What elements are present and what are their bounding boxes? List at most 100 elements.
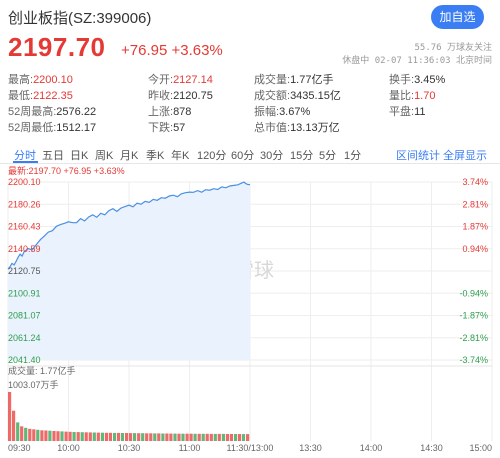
volume-bar <box>169 433 173 441</box>
stat-label: 52周最低: <box>8 122 57 134</box>
y-axis-label: 2180.26 <box>8 199 41 209</box>
add-watchlist-button[interactable]: 加自选 <box>431 5 484 29</box>
fullscreen-button[interactable]: 全屏显示 <box>443 150 487 162</box>
stat-value: 3.67% <box>279 106 311 118</box>
stat-item: 平盘:11 <box>389 103 425 119</box>
stat-label: 上涨: <box>148 106 174 118</box>
tab-9[interactable]: 30分 <box>260 150 284 162</box>
range-stats-button[interactable]: 区间统计 <box>396 150 440 162</box>
stat-value: 2120.75 <box>173 90 213 102</box>
volume-bar <box>141 433 145 441</box>
volume-bar <box>205 433 209 441</box>
volume-bar <box>8 392 12 441</box>
stat-label: 昨收: <box>148 90 174 102</box>
y-axis-pct-label: -3.74% <box>459 355 488 365</box>
volume-bar <box>12 410 16 441</box>
stat-item: 总市值:13.13万亿 <box>254 119 340 135</box>
volume-bar <box>229 434 233 441</box>
volume-bar <box>104 432 108 441</box>
stat-value: 1.70 <box>414 90 436 102</box>
tab-5[interactable]: 季K <box>146 150 165 162</box>
y-axis-pct-label: -1.87% <box>459 311 488 321</box>
tab-10[interactable]: 15分 <box>290 150 314 162</box>
volume-bar <box>161 433 165 441</box>
stat-label: 量比: <box>389 90 415 102</box>
stat-label: 总市值: <box>254 122 291 134</box>
tab-6[interactable]: 年K <box>171 150 190 162</box>
stat-item: 成交额:3435.15亿 <box>254 87 341 103</box>
stat-value: 13.13万亿 <box>290 122 340 134</box>
tab-0[interactable]: 分时 <box>14 150 36 162</box>
y-axis-label: 2100.91 <box>8 288 41 298</box>
stock-title: 创业板指(SZ:399006) <box>8 10 152 27</box>
stat-item: 换手:3.45% <box>389 71 445 87</box>
stat-item: 昨收:2120.75 <box>148 87 213 103</box>
stat-item: 最高:2200.10 <box>8 71 73 87</box>
volume-bar <box>44 430 48 441</box>
price-change: +76.95 +3.63% <box>121 42 223 59</box>
volume-bar <box>24 427 28 441</box>
volume-bar <box>237 434 242 441</box>
volume-bar <box>185 433 189 441</box>
y-axis-pct-label: -2.81% <box>459 333 488 343</box>
volume-bar <box>16 422 20 441</box>
tab-7[interactable]: 120分 <box>197 150 227 162</box>
stat-item: 今开:2127.14 <box>148 71 213 87</box>
volume-bar <box>120 433 125 441</box>
stat-item: 52周最低:1512.17 <box>8 119 96 135</box>
tab-12[interactable]: 1分 <box>344 150 362 162</box>
volume-bar <box>36 429 40 441</box>
tab-4[interactable]: 月K <box>120 150 139 162</box>
y-axis-pct-label: 3.74% <box>462 177 488 187</box>
stat-value: 878 <box>173 106 192 118</box>
volume-bar <box>225 434 229 441</box>
x-axis-label: 11:30/13:00 <box>227 443 274 453</box>
stat-label: 52周最高: <box>8 106 57 118</box>
volume-bar <box>64 431 68 441</box>
stat-value: 2127.14 <box>173 74 213 86</box>
stat-label: 振幅: <box>254 106 280 118</box>
tab-8[interactable]: 60分 <box>231 150 255 162</box>
stat-item: 52周最高:2576.22 <box>8 103 96 119</box>
volume-bar <box>209 433 213 441</box>
volume-bar <box>157 433 161 441</box>
volume-bar <box>213 433 217 441</box>
followers-count: 55.76 万球友关注 <box>414 43 492 53</box>
volume-bar <box>173 433 177 441</box>
stat-item: 量比:1.70 <box>389 87 435 103</box>
y-axis-label: 2120.75 <box>8 266 41 276</box>
x-axis-label: 14:30 <box>420 443 443 453</box>
x-axis-label: 13:30 <box>299 443 322 453</box>
volume-bar <box>80 432 84 441</box>
tab-1[interactable]: 五日 <box>42 150 64 162</box>
tab-11[interactable]: 5分 <box>319 150 337 162</box>
stat-item: 振幅:3.67% <box>254 103 310 119</box>
volume-bar <box>84 432 88 441</box>
stat-label: 换手: <box>389 74 415 86</box>
volume-bar <box>217 433 221 441</box>
current-price: 2197.70 <box>8 32 106 62</box>
stat-value: 3435.15亿 <box>290 90 341 102</box>
tab-3[interactable]: 周K <box>95 150 114 162</box>
volume-bar <box>153 433 157 441</box>
y-axis-label: 2061.24 <box>8 333 41 343</box>
active-tab-indicator <box>13 161 38 163</box>
volume-bar <box>108 432 112 441</box>
y-axis-label: 2200.10 <box>8 177 41 187</box>
stat-item: 上涨:878 <box>148 103 191 119</box>
tab-2[interactable]: 日K <box>70 150 89 162</box>
volume-bar <box>193 433 197 441</box>
volume-bar <box>233 434 238 441</box>
volume-bar <box>165 433 169 441</box>
price-area <box>8 182 250 360</box>
volume-bar <box>112 432 117 441</box>
x-axis-label: 09:30 <box>8 443 31 453</box>
stat-item: 成交量:1.77亿手 <box>254 71 333 87</box>
stat-label: 下跌: <box>148 122 174 134</box>
market-status: 休盘中 02-07 11:36:03 北京时间 <box>342 56 492 66</box>
volume-bar <box>137 433 141 441</box>
volume-bar <box>96 432 100 441</box>
volume-bar <box>88 432 92 441</box>
stat-value: 1512.17 <box>56 122 97 134</box>
x-axis-label: 14:00 <box>360 443 383 453</box>
